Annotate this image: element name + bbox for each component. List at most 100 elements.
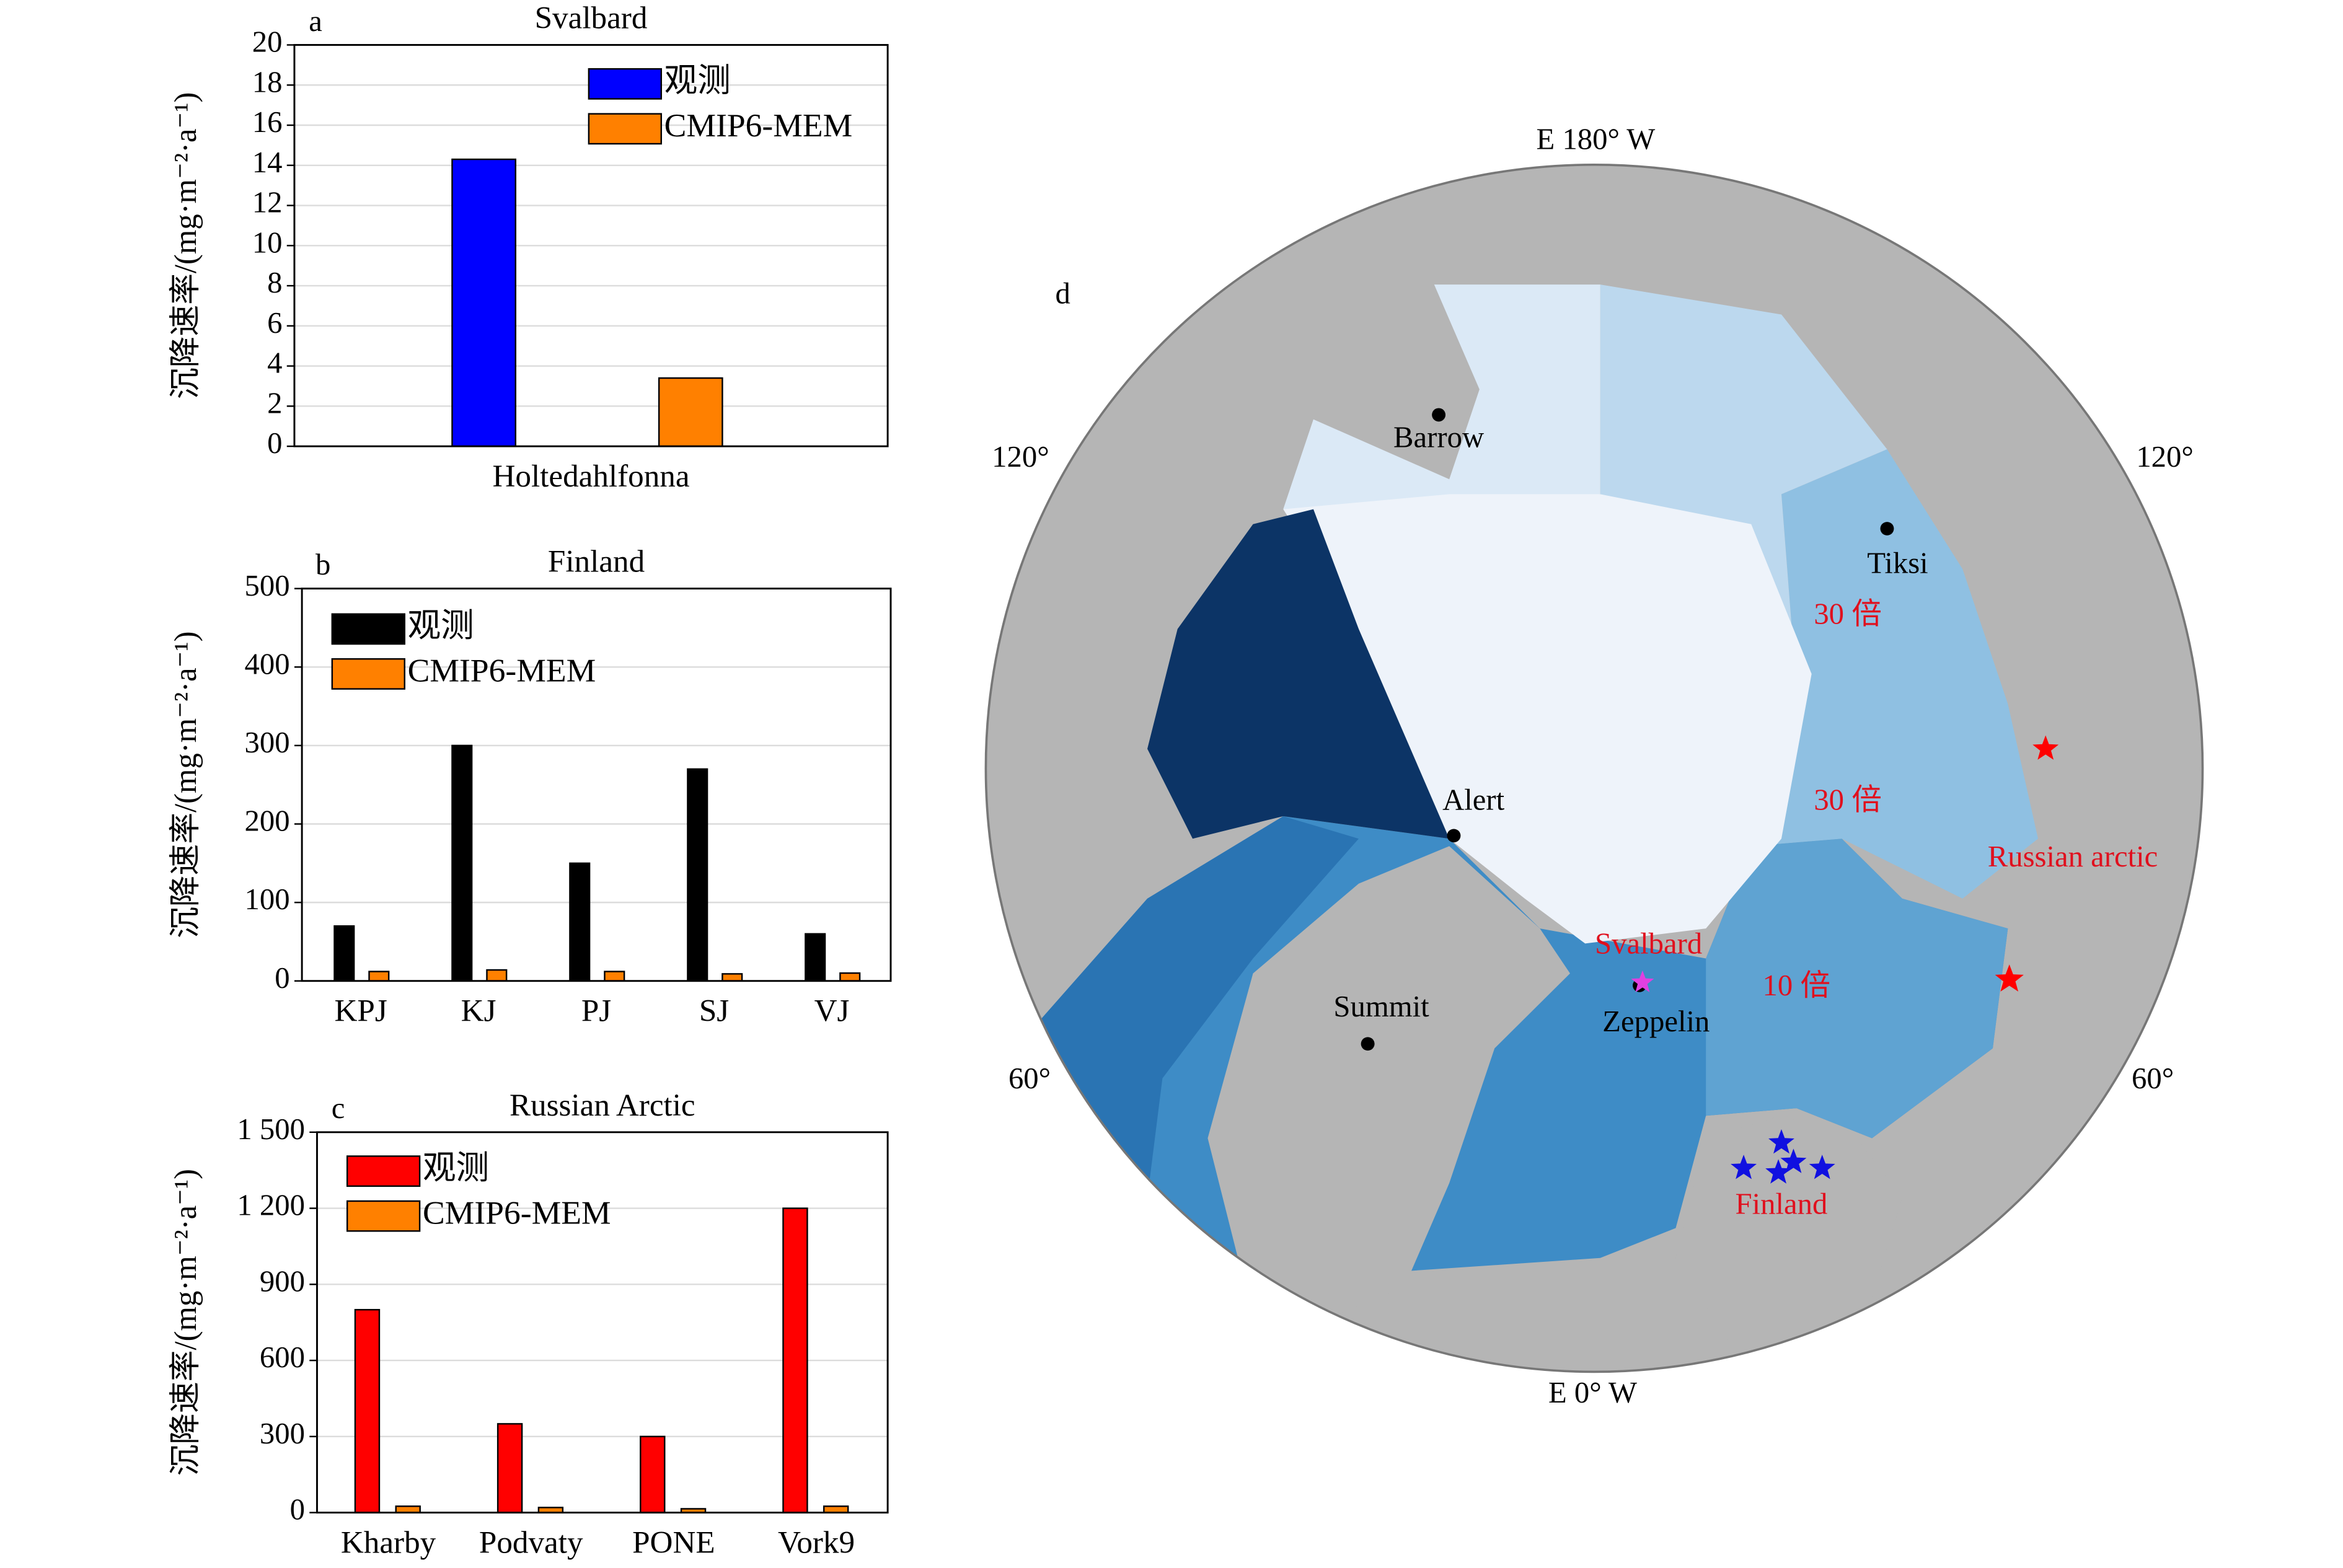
y-tick-label: 12 — [252, 187, 283, 219]
y-tick-label: 0 — [275, 962, 289, 995]
bar — [451, 744, 473, 982]
x-tick-label: KPJ — [334, 994, 387, 1029]
lon-label: 120° — [2136, 441, 2194, 473]
scandinavia — [1675, 1116, 1902, 1372]
bar — [640, 1435, 666, 1513]
lon-label: 60° — [1008, 1062, 1051, 1095]
legend-label: 观测 — [423, 1149, 489, 1186]
y-tick-label: 900 — [260, 1266, 305, 1298]
x-tick-label: VJ — [814, 994, 850, 1029]
region-kara — [1751, 449, 2039, 899]
x-tick-label: KJ — [461, 994, 496, 1029]
lon-label: E 0° W — [1548, 1376, 1637, 1409]
bar — [368, 971, 390, 982]
legend-swatch — [331, 613, 405, 645]
y-axis-label: 沉降速率/(mg·m⁻²·a⁻¹) — [169, 92, 203, 399]
site-star — [1995, 964, 2024, 992]
legend-swatch — [346, 1200, 421, 1232]
station-label: Barrow — [1393, 421, 1484, 454]
bar — [395, 1505, 421, 1513]
chart-title: Russian Arctic — [510, 1088, 695, 1123]
region-label: 30 倍 — [1814, 783, 1882, 816]
y-tick-label: 0 — [290, 1494, 305, 1526]
y-tick-label: 1 200 — [237, 1189, 305, 1222]
legend-swatch — [588, 68, 662, 100]
map-border — [984, 163, 2204, 1373]
region-label: 30 倍 — [1814, 598, 1882, 631]
y-tick-label: 1 500 — [237, 1113, 305, 1146]
bar — [687, 768, 708, 982]
y-tick-label: 8 — [267, 266, 282, 299]
y-tick-label: 2 — [267, 387, 282, 420]
bar-charts: 0 2 4 6 8 10 12 14 16 18 20 Holtedahlfonna Svalbard a… — [169, 1, 892, 1561]
bar — [354, 1309, 381, 1513]
plot-frame — [301, 588, 892, 982]
bar — [569, 862, 591, 982]
site-star — [1765, 1159, 1792, 1184]
y-tick-label: 18 — [252, 66, 283, 99]
chart-title: Svalbard — [535, 1, 648, 36]
bar — [823, 1505, 849, 1513]
bar — [604, 971, 625, 982]
bar — [782, 1207, 808, 1513]
y-axis-label: 沉降速率/(mg·m⁻²·a⁻¹) — [169, 1169, 203, 1476]
station-label: Tiksi — [1867, 547, 1928, 580]
bar — [839, 972, 861, 982]
station-dot — [1361, 1037, 1375, 1051]
map-regions — [1041, 284, 2039, 1372]
x-tick-label: Vork9 — [778, 1526, 855, 1561]
y-tick-label: 20 — [252, 26, 283, 59]
y-tick-label: 200 — [245, 805, 290, 838]
y-tick-label: 4 — [267, 347, 282, 380]
bar — [451, 158, 516, 447]
site-label: Russian arctic — [1988, 840, 2158, 873]
x-tick-label: Podvaty — [479, 1526, 583, 1561]
panel-label: d — [1055, 278, 1070, 311]
chart-title: Finland — [548, 545, 645, 579]
y-tick-label: 500 — [245, 570, 290, 602]
panel-label: a — [309, 5, 322, 38]
legend-label: CMIP6-MEM — [408, 652, 596, 689]
y-tick-label: 16 — [252, 106, 283, 139]
legend-swatch — [588, 113, 662, 145]
panel-label: c — [332, 1092, 345, 1125]
region-archipelago — [1147, 509, 1450, 839]
y-tick-label: 0 — [267, 427, 282, 460]
site-star — [1768, 1129, 1794, 1154]
legend-label: CMIP6-MEM — [664, 107, 853, 144]
x-tick-label: Holtedahlfonna — [492, 459, 689, 494]
legend-label: 观测 — [664, 62, 731, 99]
y-tick-label: 10 — [252, 227, 283, 260]
bar — [721, 973, 743, 982]
greenland — [1207, 846, 1570, 1318]
plot-frame — [293, 44, 889, 447]
site-label: Svalbard — [1595, 927, 1702, 960]
map: d E 180° W E 0° W 120° 120° 60° 60° Barr… — [984, 123, 2204, 1409]
site-star — [1731, 1155, 1757, 1179]
region-chukchi — [1283, 284, 1600, 509]
lon-label: 120° — [992, 441, 1049, 473]
station-dot — [1447, 829, 1461, 843]
site-star — [1809, 1155, 1835, 1179]
legend-swatch — [331, 658, 405, 690]
y-tick-label: 6 — [267, 307, 282, 340]
x-tick-label: PONE — [632, 1526, 715, 1561]
station-dot — [1432, 408, 1446, 422]
legend-label: CMIP6-MEM — [423, 1194, 611, 1231]
y-tick-label: 600 — [260, 1341, 305, 1374]
y-axis-label: 沉降速率/(mg·m⁻²·a⁻¹) — [169, 631, 203, 938]
station-label: Alert — [1442, 783, 1505, 816]
site-star — [1631, 970, 1654, 992]
x-tick-label: PJ — [581, 994, 611, 1029]
region-central — [1283, 494, 1812, 944]
station-dot — [1880, 522, 1894, 535]
region-label: 10 倍 — [1763, 969, 1831, 1002]
bar — [805, 933, 826, 982]
site-stars — [1631, 735, 2059, 1184]
y-tick-label: 300 — [245, 726, 290, 759]
site-star — [2032, 735, 2059, 760]
lon-label: E 180° W — [1537, 123, 1656, 156]
x-tick-label: Kharby — [341, 1526, 436, 1561]
bar — [333, 925, 355, 982]
